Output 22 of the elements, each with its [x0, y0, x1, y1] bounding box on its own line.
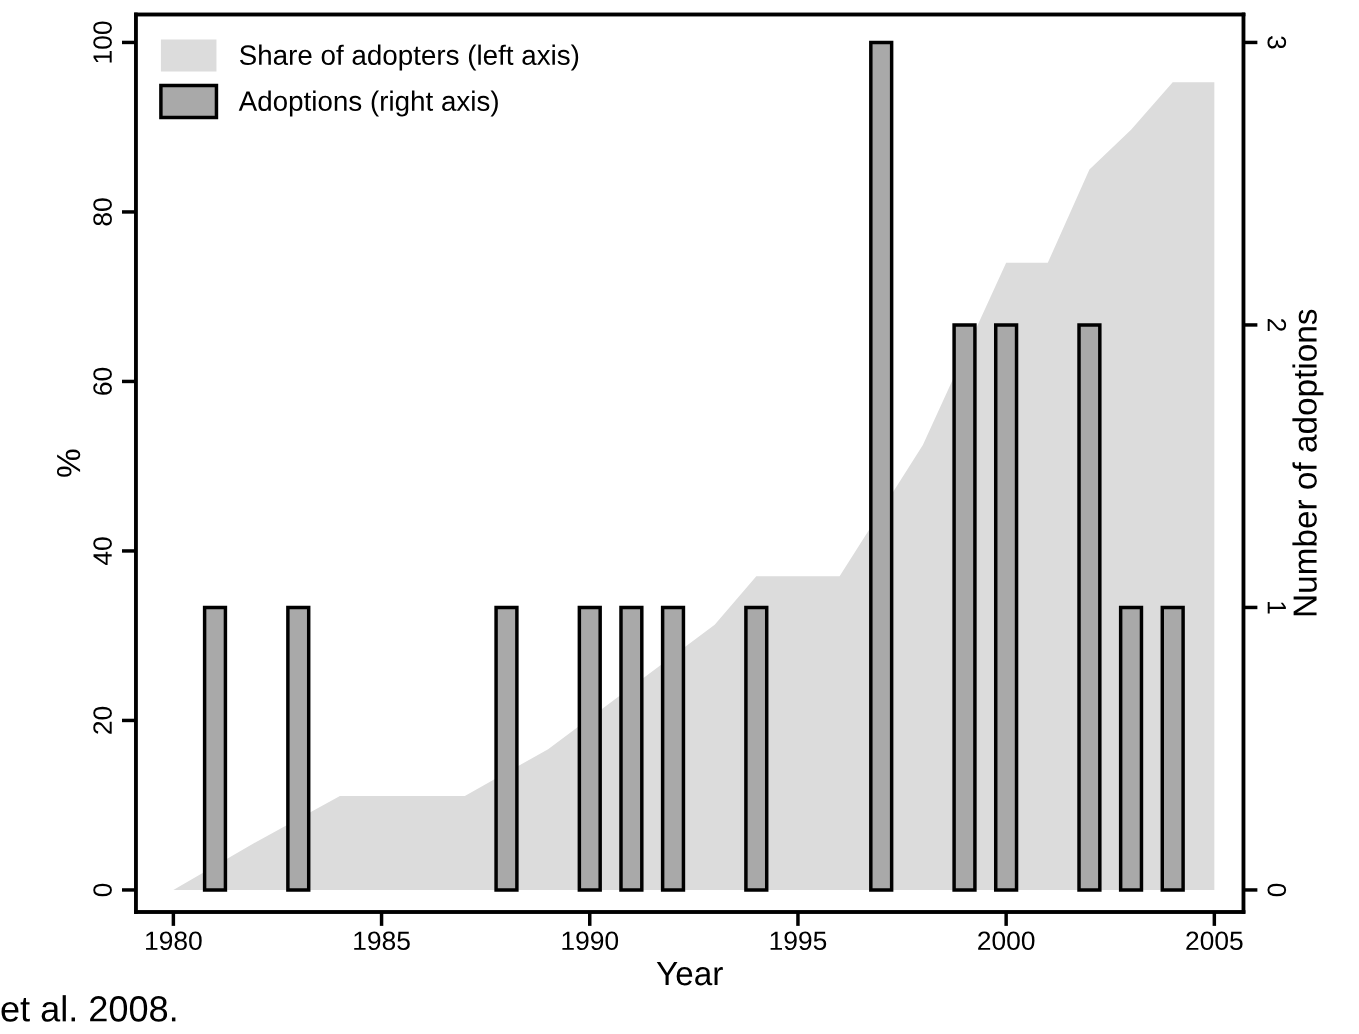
y-tick-label: 20 [93, 706, 112, 734]
y-tick-label: 80 [93, 198, 112, 226]
y-tick-label: 100 [93, 21, 112, 63]
x-tick-label: 2000 [978, 931, 1035, 951]
y-tick-label: 60 [93, 367, 112, 395]
y2-tick-label: 0 [1267, 883, 1287, 897]
y-axis-title: % [56, 449, 81, 477]
x-tick-label: 1985 [354, 931, 410, 951]
y-tick-label: 0 [93, 883, 112, 897]
y2-tick-label: 1 [1267, 602, 1286, 614]
x-tick-label: 1990 [562, 931, 619, 951]
text: et al. 2008. [1, 995, 176, 1022]
y2-axis-title: Number of adoptions [1292, 309, 1324, 616]
legend-label: Adoptions (right axis) [238, 90, 498, 117]
x-axis-title: Year [656, 962, 723, 986]
y2-tick-label: 3 [1267, 36, 1287, 49]
legend-label: Share of adopters (left axis) [239, 44, 579, 71]
x-tick-label: 1995 [770, 931, 827, 951]
x-tick-label: 1980 [146, 931, 202, 951]
x-tick-label: 2005 [1186, 931, 1243, 951]
y2-tick-label: 2 [1267, 318, 1287, 331]
y-tick-label: 40 [93, 537, 112, 566]
